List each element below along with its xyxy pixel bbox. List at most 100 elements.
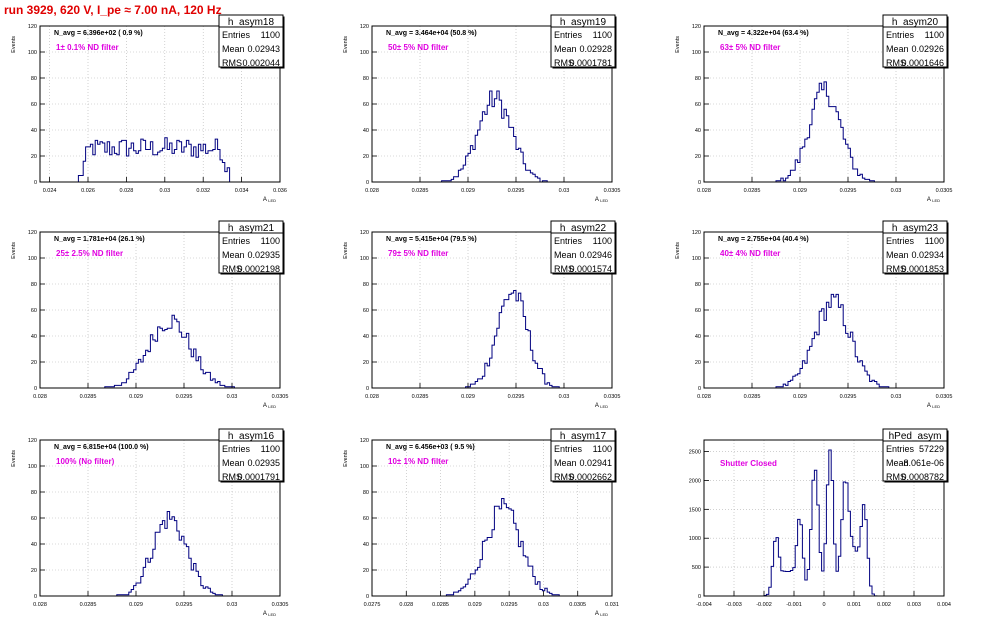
x-tick-label: 0.0295: [501, 602, 518, 608]
x-tick-label: 0.0285: [80, 394, 97, 400]
y-axis-label: Events: [343, 36, 349, 53]
stat-label: RMS: [886, 58, 906, 68]
stat-value: 0.0002662: [569, 472, 612, 482]
stat-label: Entries: [222, 236, 251, 246]
x-axis-label: A LED: [927, 197, 940, 203]
x-tick-label: 0.03: [891, 394, 902, 400]
stat-label: RMS: [222, 58, 242, 68]
histogram-line: [40, 137, 280, 183]
x-tick-label: 0.002: [877, 602, 891, 608]
filter-label: 79± 5% ND filter: [388, 249, 448, 258]
stat-label: Entries: [554, 236, 583, 246]
y-tick-label: 80: [695, 76, 701, 82]
y-tick-label: 2000: [689, 478, 701, 484]
y-tick-label: 80: [363, 282, 369, 288]
x-tick-label: 0.028: [697, 188, 711, 194]
x-tick-label: 0.029: [468, 602, 482, 608]
x-axis-label: A LED: [595, 611, 608, 617]
stats-box: [882, 220, 948, 274]
filter-label: 40± 4% ND filter: [720, 249, 780, 258]
histogram-panel-4: 0.028 0.0285 0.029 0.0295 0.03 0.0305 0 20 40 60 8…: [343, 220, 621, 409]
filter-label: 1± 0.1% ND filter: [56, 43, 119, 52]
stat-label: RMS: [554, 264, 574, 274]
y-tick-label: 20: [31, 360, 37, 366]
stats-box: [218, 220, 284, 274]
stat-label: RMS: [886, 264, 906, 274]
y-tick-label: 80: [31, 76, 37, 82]
x-tick-label: 0.034: [235, 188, 249, 194]
stat-label: Mean: [554, 458, 577, 468]
y-tick-label: 80: [31, 282, 37, 288]
y-tick-label: 20: [31, 154, 37, 160]
x-tick-label: 0.004: [937, 602, 951, 608]
stat-value: 1100: [593, 236, 612, 246]
y-tick-label: 120: [360, 230, 369, 236]
filter-label: Shutter Closed: [720, 459, 777, 468]
stat-label: Mean: [554, 44, 577, 54]
y-tick-label: 60: [31, 308, 37, 314]
histogram-line: [704, 81, 944, 183]
x-tick-label: 0.0295: [176, 602, 193, 608]
histogram-title: h_asym21: [228, 223, 275, 234]
n-avg-label: N_avg = 5.415e+04 (79.5 %): [386, 236, 477, 243]
y-tick-label: 1000: [689, 536, 701, 542]
stat-label: Mean: [886, 250, 909, 260]
stat-value: 1100: [593, 30, 612, 40]
y-tick-label: 40: [31, 542, 37, 548]
filter-label: 100% (No filter): [56, 457, 115, 466]
stat-label: Entries: [222, 30, 251, 40]
x-tick-label: -0.004: [696, 602, 712, 608]
histogram-panel-5: 0.028 0.0285 0.029 0.0295 0.03 0.0305 0 20 40 60 8…: [675, 220, 952, 409]
y-tick-label: 0: [698, 180, 701, 186]
y-tick-label: 60: [695, 102, 701, 108]
histogram-title: hPed_asym: [889, 431, 942, 442]
stats-box: [550, 428, 616, 482]
stat-value: 0.0001574: [569, 264, 612, 274]
x-axis-label: A LED: [263, 403, 276, 409]
y-tick-label: 0: [366, 386, 369, 392]
x-tick-label: 0.028: [365, 394, 379, 400]
n-avg-label: N_avg = 6.815e+04 (100.0 %): [54, 444, 149, 451]
y-tick-label: 60: [31, 516, 37, 522]
y-tick-label: 40: [363, 128, 369, 134]
y-tick-label: 120: [692, 24, 701, 30]
x-tick-label: 0.028: [697, 394, 711, 400]
y-axis-label: Events: [675, 36, 681, 53]
y-tick-label: 0: [34, 386, 37, 392]
y-tick-label: 120: [28, 438, 37, 444]
stat-value: 0.02935: [247, 458, 280, 468]
x-tick-label: 0.0305: [272, 602, 289, 608]
y-tick-label: 0: [698, 594, 701, 600]
y-axis-label: Events: [11, 450, 17, 467]
histogram-panel-2: 0.028 0.0285 0.029 0.0295 0.03 0.0305 0 20 40 60 8…: [675, 14, 952, 203]
stat-value: 1100: [925, 236, 944, 246]
stat-value: 0.02941: [579, 458, 612, 468]
y-tick-label: 100: [28, 50, 37, 56]
y-tick-label: 20: [695, 360, 701, 366]
x-tick-label: 0.032: [196, 188, 210, 194]
n-avg-label: N_avg = 6.456e+03 ( 9.5 %): [386, 444, 475, 451]
filter-label: 50± 5% ND filter: [388, 43, 448, 52]
histogram-line: [40, 511, 280, 597]
x-tick-label: 0.0305: [604, 394, 621, 400]
y-tick-label: 60: [363, 516, 369, 522]
x-tick-label: 0.0285: [744, 188, 761, 194]
stat-value: 0.0001646: [901, 58, 944, 68]
stat-value: 1100: [261, 236, 280, 246]
stat-label: Mean: [886, 458, 909, 468]
stat-label: RMS: [554, 58, 574, 68]
histogram-panel-1: 0.028 0.0285 0.029 0.0295 0.03 0.0305 0 20 40 60 8…: [343, 14, 620, 203]
stat-value: 1100: [593, 444, 612, 454]
x-axis-label: A LED: [595, 197, 608, 203]
x-tick-label: 0.024: [43, 188, 57, 194]
stat-value: 1100: [925, 30, 944, 40]
stat-value: 0.002044: [242, 58, 280, 68]
x-axis-label: A LED: [263, 197, 276, 203]
stat-value: 0.0008782: [901, 472, 944, 482]
y-tick-label: 40: [31, 128, 37, 134]
x-axis-label: A LED: [595, 403, 608, 409]
n-avg-label: N_avg = 4.322e+04 (63.4 %): [718, 30, 809, 37]
stat-label: RMS: [222, 264, 242, 274]
stats-box: [882, 14, 948, 68]
histogram-panel-7: 0.0275 0.028 0.0285 0.029 0.0295 0.03 0.0305 0.…: [343, 428, 619, 617]
